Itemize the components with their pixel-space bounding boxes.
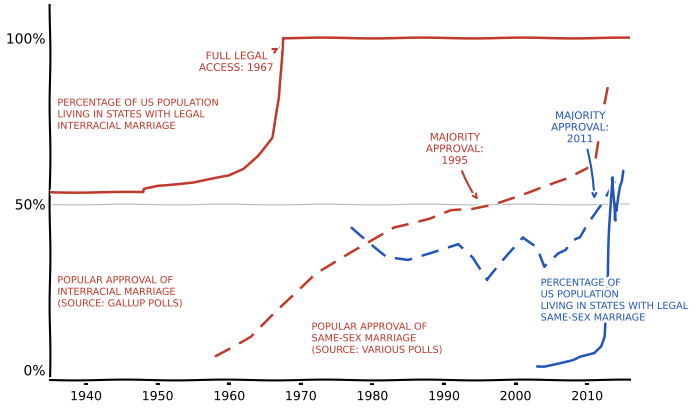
Text: PERCENTAGE OF US POPULATION
LIVING IN STATES WITH LEGAL
INTERRACIAL MARRIAGE: PERCENTAGE OF US POPULATION LIVING IN ST…	[57, 99, 219, 132]
Text: PERCENTAGE OF
US POPULATION
LIVING IN STATES WITH LEGAL
SAME-SEX MARRIAGE: PERCENTAGE OF US POPULATION LIVING IN ST…	[540, 278, 688, 323]
Text: POPULAR APPROVAL OF
SAME-SEX MARRIAGE
(SOURCE: VARIOUS POLLS): POPULAR APPROVAL OF SAME-SEX MARRIAGE (S…	[312, 322, 443, 355]
Text: POPULAR APPROVAL OF
INTERRACIAL MARRIAGE
(SOURCE: GALLUP POLLS): POPULAR APPROVAL OF INTERRACIAL MARRIAGE…	[57, 276, 183, 309]
Text: FULL LEGAL
ACCESS: 1967: FULL LEGAL ACCESS: 1967	[199, 49, 279, 74]
Text: MAJORITY
APPROVAL:
1995: MAJORITY APPROVAL: 1995	[426, 133, 484, 199]
Text: MAJORITY
APPROVAL:
2011: MAJORITY APPROVAL: 2011	[551, 112, 609, 198]
